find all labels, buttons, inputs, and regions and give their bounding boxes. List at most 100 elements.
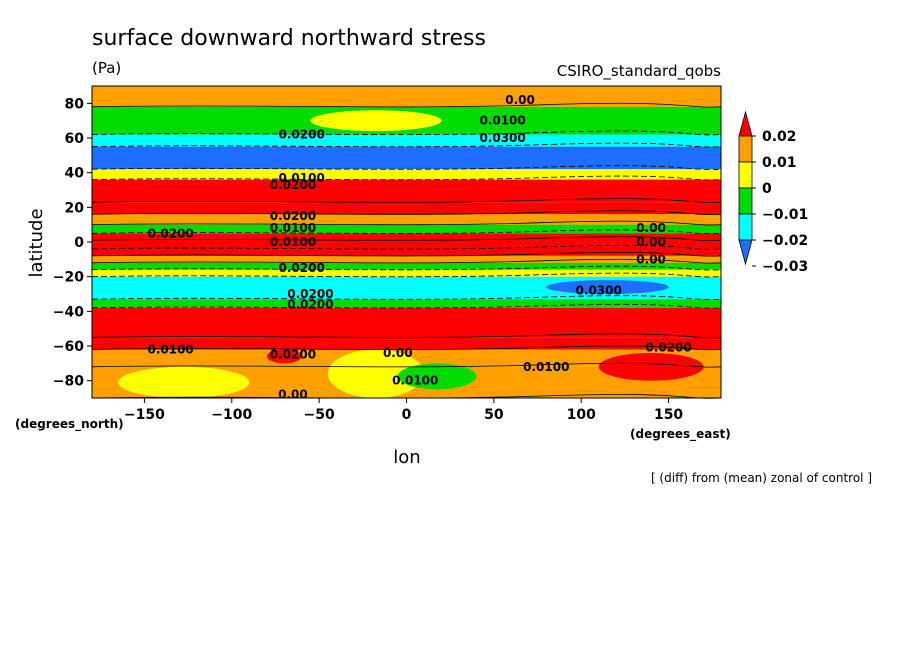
contour-label-11: 0.00 <box>636 221 666 235</box>
field-patch-5 <box>161 110 250 132</box>
zonal-band-5 <box>92 179 721 203</box>
y-tick-label: 0 <box>74 235 84 251</box>
x-tick-label: 50 <box>484 407 504 423</box>
zonal-band-6 <box>92 202 721 215</box>
zonal-band-11 <box>92 235 721 256</box>
y-tick-label: −20 <box>53 270 84 286</box>
chart-units: (Pa) <box>92 59 121 77</box>
contour-line-19 <box>91 362 722 368</box>
contour-label-22: 0.0100 <box>392 374 438 388</box>
contour-label-3: 0.0200 <box>279 128 325 142</box>
y-tick-label: −80 <box>53 374 84 390</box>
zonal-band-13 <box>92 262 721 270</box>
contour-line-18 <box>91 345 722 351</box>
contour-label-23: 0.00 <box>278 388 308 402</box>
field-patch-8 <box>598 352 704 381</box>
contour-line-3 <box>91 165 722 170</box>
contour-line-2 <box>91 142 722 148</box>
contour-line-13 <box>91 265 722 271</box>
field-patch-0 <box>327 349 424 398</box>
colorbar-tick-label: −0.03 <box>762 259 808 275</box>
colorbar-swatch-1 <box>738 135 753 163</box>
zonal-band-2 <box>92 134 721 147</box>
colorbar-tick-label: 0.02 <box>762 129 797 145</box>
zonal-band-4 <box>92 169 721 180</box>
y-tick-label: 40 <box>65 166 85 182</box>
contour-label-1: 0.0100 <box>479 114 525 128</box>
contour-label-19: 0.0100 <box>523 360 569 374</box>
contour-line-9 <box>91 236 722 241</box>
x-tick-label: −50 <box>304 407 335 423</box>
zonal-band-16 <box>92 299 721 308</box>
contour-line-12 <box>91 258 722 264</box>
contour-label-0: 0.00 <box>505 93 535 107</box>
field-patch-3 <box>546 280 669 295</box>
contour-label-7: 0.0100 <box>270 221 316 235</box>
field-patch-7 <box>537 89 582 104</box>
zonal-band-7 <box>92 214 721 225</box>
contour-line-4 <box>91 175 722 181</box>
contour-line-10 <box>91 245 722 250</box>
colorbar-swatch-3 <box>738 187 753 215</box>
contour-line-17 <box>91 333 722 339</box>
zonal-band-12 <box>92 255 721 263</box>
y-unit-label: (degrees_north) <box>15 417 124 432</box>
colorbar-swatch-2 <box>738 161 753 189</box>
contour-label-14: 0.0200 <box>287 287 333 301</box>
contour-label-6: 0.0200 <box>270 209 316 223</box>
contour-line-5 <box>91 198 722 203</box>
colorbar-tick-label: −0.02 <box>762 233 808 249</box>
contour-label-8: 0.0200 <box>147 226 193 240</box>
colorbar-upper-arrow <box>738 110 753 137</box>
contour-label-20: 0.0200 <box>645 341 691 355</box>
field-patch-1 <box>397 363 477 390</box>
contour-label-2: 0.0300 <box>479 131 525 145</box>
zonal-band-14 <box>92 269 721 277</box>
colorbar-swatch-4 <box>738 213 753 241</box>
x-tick-label: −150 <box>124 407 165 423</box>
contour-labels: 0.000.01000.03000.02000.01000.02000.0200… <box>147 93 691 402</box>
contour-line-1 <box>91 130 722 136</box>
contour-line-11 <box>91 251 722 257</box>
y-axis-title: latitude <box>26 208 47 277</box>
contour-line-6 <box>91 210 722 215</box>
contour-label-16: 0.0300 <box>576 284 622 298</box>
contour-line-16 <box>91 303 722 309</box>
field-patch-4 <box>310 110 442 132</box>
contour-label-5: 0.0200 <box>270 178 316 192</box>
contour-label-9: 0.0100 <box>270 235 316 249</box>
x-tick-label: 100 <box>567 407 596 423</box>
y-tick-label: −40 <box>53 304 84 320</box>
contour-line-7 <box>91 220 722 226</box>
y-tick-label: 80 <box>65 96 85 112</box>
x-tick-label: −100 <box>211 407 252 423</box>
contour-label-4: 0.0100 <box>279 171 325 185</box>
field-patch-9 <box>266 349 302 364</box>
colorbar-tick-label: −0.01 <box>762 207 808 223</box>
y-tick-label: −60 <box>53 339 84 355</box>
heatmap-plot-area <box>91 86 722 399</box>
colorbar: 0.02 0.01 0 −0.01 −0.02 −0.03 <box>738 110 808 275</box>
x-axis: −150 −100 −50 0 50 100 150 <box>124 398 683 423</box>
chart-title: surface downward northward stress <box>92 26 486 51</box>
contour-label-13: 0.00 <box>636 252 666 266</box>
field-patch-2 <box>118 366 250 398</box>
contour-line-14 <box>91 272 722 278</box>
x-axis-title: lon <box>393 447 420 468</box>
contour-label-18: 0.0200 <box>270 348 316 362</box>
chart-subtitle: CSIRO_standard_qobs <box>557 62 721 81</box>
colorbar-tick-label: 0.01 <box>762 155 797 171</box>
x-tick-label: 150 <box>654 407 683 423</box>
contour-line-0 <box>91 102 722 108</box>
contour-label-12: 0.00 <box>636 235 666 249</box>
zonal-band-8 <box>92 224 721 234</box>
footnote: [ (diff) from (mean) zonal of control ] <box>651 471 872 485</box>
field-patch-6 <box>336 89 381 104</box>
colorbar-lower-arrow <box>738 239 753 266</box>
contour-label-15: 0.0200 <box>287 297 333 311</box>
zonal-band-17 <box>92 307 721 338</box>
contour-line-15 <box>91 295 722 300</box>
contour-label-10: 0.0200 <box>279 261 325 275</box>
zonal-band-3 <box>92 146 721 170</box>
